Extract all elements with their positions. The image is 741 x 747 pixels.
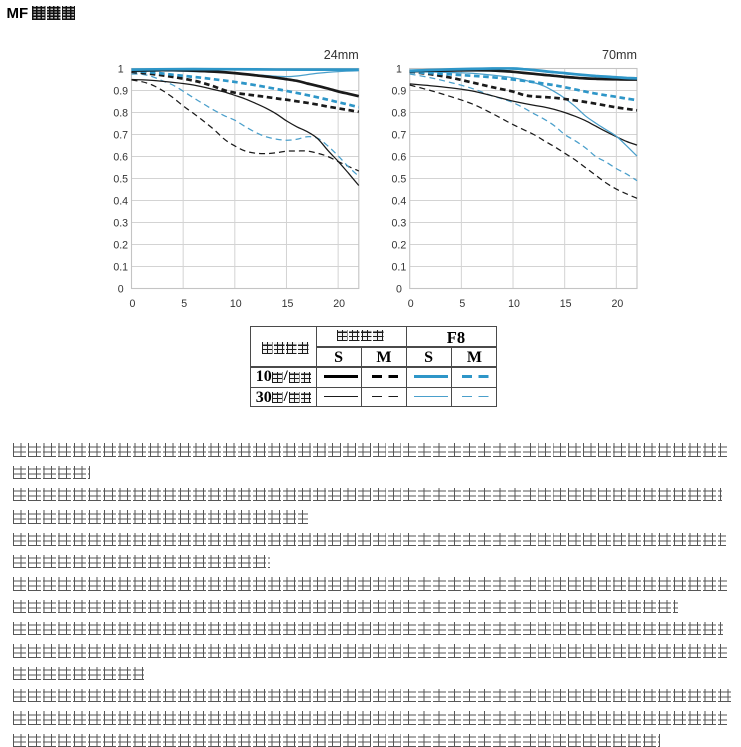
svg-text:0.2: 0.2 [113, 239, 128, 251]
svg-text:15: 15 [282, 298, 294, 310]
svg-text:5: 5 [459, 298, 465, 310]
svg-text:0.7: 0.7 [113, 129, 128, 141]
svg-text:0: 0 [118, 283, 124, 295]
svg-text:0.1: 0.1 [113, 261, 128, 273]
svg-text:20: 20 [333, 298, 345, 310]
svg-text:1: 1 [118, 63, 124, 75]
svg-text:0.1: 0.1 [392, 261, 407, 273]
svg-text:20: 20 [611, 298, 623, 310]
svg-text:0: 0 [408, 298, 414, 310]
svg-text:0.8: 0.8 [392, 107, 407, 119]
svg-text:1: 1 [396, 63, 402, 75]
svg-text:15: 15 [560, 298, 572, 310]
svg-text:0.3: 0.3 [392, 217, 407, 229]
svg-text:0.6: 0.6 [113, 151, 128, 163]
svg-text:70mm: 70mm [602, 48, 637, 62]
svg-text:5: 5 [181, 298, 187, 310]
svg-text:0.9: 0.9 [392, 85, 407, 97]
svg-text:0: 0 [396, 283, 402, 295]
svg-text:0.4: 0.4 [392, 195, 407, 207]
svg-text:0.2: 0.2 [392, 239, 407, 251]
svg-text:0.5: 0.5 [113, 173, 128, 185]
svg-text:0.9: 0.9 [113, 85, 128, 97]
svg-text:10: 10 [508, 298, 520, 310]
svg-text:10: 10 [230, 298, 242, 310]
svg-text:0.7: 0.7 [392, 129, 407, 141]
svg-text:0: 0 [130, 298, 136, 310]
svg-text:0.8: 0.8 [113, 107, 128, 119]
svg-text:0.6: 0.6 [392, 151, 407, 163]
svg-text:24mm: 24mm [324, 48, 359, 62]
svg-text:0.4: 0.4 [113, 195, 128, 207]
svg-text:0.5: 0.5 [392, 173, 407, 185]
svg-text:0.3: 0.3 [113, 217, 128, 229]
